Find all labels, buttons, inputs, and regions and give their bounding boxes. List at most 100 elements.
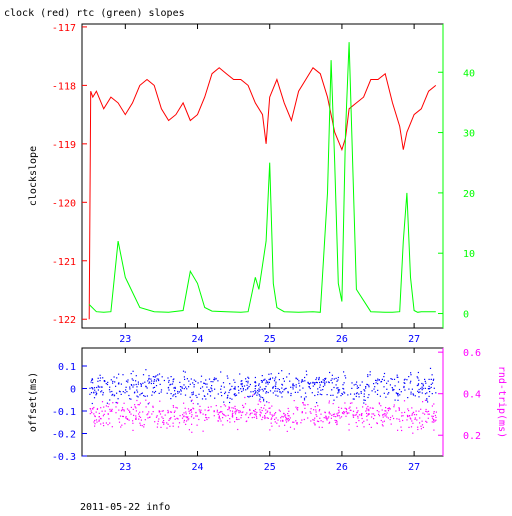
data-point (94, 389, 96, 391)
data-point (166, 392, 168, 394)
data-point (214, 388, 216, 390)
data-point (286, 376, 288, 378)
data-point (184, 378, 186, 380)
data-point (99, 374, 101, 376)
data-point (218, 415, 220, 417)
data-point (307, 404, 309, 406)
data-point (204, 419, 206, 421)
data-point (325, 416, 327, 418)
data-point (356, 381, 358, 383)
data-point (172, 395, 174, 397)
data-point (282, 378, 284, 380)
data-point (153, 386, 156, 388)
data-point (355, 422, 357, 424)
data-point (183, 416, 185, 418)
data-point (136, 399, 138, 402)
data-point (202, 413, 204, 415)
data-point (433, 411, 435, 413)
data-point (336, 421, 338, 423)
data-point (151, 380, 153, 382)
data-point (321, 394, 323, 396)
data-point (357, 410, 359, 412)
data-point (276, 422, 278, 424)
data-point (234, 395, 236, 397)
data-point (263, 379, 265, 381)
data-point (277, 388, 279, 390)
data-point (435, 419, 437, 421)
data-point (396, 392, 398, 395)
data-point (410, 418, 412, 420)
data-point (188, 386, 190, 388)
data-point (128, 419, 130, 421)
data-point (222, 382, 225, 384)
data-point (410, 393, 412, 395)
data-point (345, 411, 347, 413)
data-point (433, 403, 435, 405)
data-point (428, 378, 430, 380)
data-point (112, 393, 114, 395)
data-point (246, 384, 248, 386)
data-point (406, 379, 408, 381)
data-point (420, 387, 422, 390)
data-point (322, 389, 324, 391)
data-point (258, 388, 260, 390)
data-point (387, 417, 389, 419)
data-point (352, 398, 354, 400)
data-point (417, 377, 419, 379)
data-point (306, 374, 308, 376)
data-point (160, 391, 162, 393)
y-left-axis-label: offset(ms) (28, 372, 39, 432)
data-point (97, 377, 99, 379)
data-point (335, 377, 337, 379)
data-point (159, 383, 161, 385)
data-point (316, 377, 318, 379)
data-point (353, 384, 355, 386)
data-point (89, 387, 91, 389)
data-point (399, 420, 401, 422)
data-point (94, 415, 96, 418)
data-point (135, 383, 137, 386)
data-point (193, 386, 195, 388)
data-point (163, 420, 165, 422)
data-point (410, 374, 412, 376)
data-point (303, 418, 305, 421)
data-point (231, 415, 233, 417)
data-point (328, 402, 330, 404)
data-point (345, 408, 347, 410)
data-point (199, 410, 201, 413)
data-point (185, 416, 187, 418)
data-point (346, 409, 348, 411)
data-point (154, 390, 157, 393)
data-point (191, 394, 193, 396)
data-point (373, 418, 375, 420)
data-point (249, 414, 251, 416)
data-point (161, 416, 163, 418)
data-point (248, 385, 250, 388)
data-point (122, 374, 124, 376)
data-point (271, 425, 273, 427)
data-point (409, 382, 411, 384)
data-point (404, 411, 406, 413)
data-point (408, 388, 410, 390)
y-right-tick-label: 0.6 (463, 348, 481, 359)
data-point (113, 394, 116, 396)
data-point (390, 378, 392, 380)
data-point (426, 398, 428, 400)
data-point (329, 371, 331, 374)
data-point (317, 391, 319, 393)
data-point (148, 377, 150, 379)
data-point (404, 389, 406, 391)
data-point (381, 424, 383, 426)
data-point (325, 415, 327, 417)
data-point (411, 414, 413, 416)
data-point (426, 411, 428, 413)
data-point (228, 407, 231, 409)
data-point (331, 382, 333, 384)
data-point (369, 407, 371, 409)
data-point (146, 387, 148, 389)
data-point (155, 380, 157, 382)
data-point (328, 422, 330, 424)
data-point (247, 376, 249, 378)
data-point (249, 412, 252, 414)
